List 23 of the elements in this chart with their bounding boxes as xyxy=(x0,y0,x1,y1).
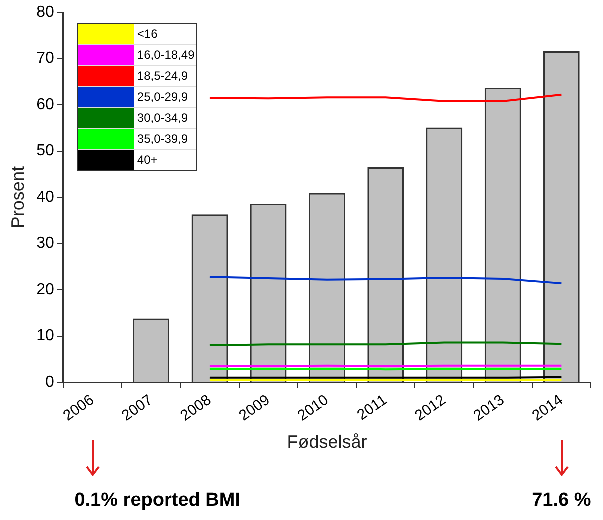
y-tick-label: 80 xyxy=(36,4,54,22)
x-tick-label: 2010 xyxy=(294,392,332,425)
y-tick-label: 10 xyxy=(36,328,54,345)
y-tick-label: 40 xyxy=(36,188,54,206)
y-tick-label: 20 xyxy=(36,281,54,298)
legend-label: 40+ xyxy=(136,152,158,167)
legend-label: <16 xyxy=(136,26,158,41)
text: 0.1% reported BMI xyxy=(74,490,240,511)
legend-label: 16,0-18,49 xyxy=(136,48,195,62)
text: 71.6 % xyxy=(532,490,592,511)
y-axis-title: Prosent xyxy=(8,166,28,229)
legend-label: 18,5-24,9 xyxy=(136,68,188,83)
y-tick-label: 50 xyxy=(36,142,54,160)
x-axis-title: Fødselsår xyxy=(287,432,368,452)
legend-label: 25,0-29,9 xyxy=(136,90,188,104)
legend-label: 35,0-39,9 xyxy=(136,132,188,146)
y-tick-label: 0 xyxy=(45,374,54,391)
x-tick-label: 2011 xyxy=(354,392,390,424)
x-tick-label: 2009 xyxy=(236,392,274,425)
legend-label: 30,0-34,9 xyxy=(136,110,188,125)
y-tick-label: 60 xyxy=(36,96,54,114)
y-tick-label: 70 xyxy=(36,50,54,68)
y-tick-label: 30 xyxy=(36,235,54,252)
